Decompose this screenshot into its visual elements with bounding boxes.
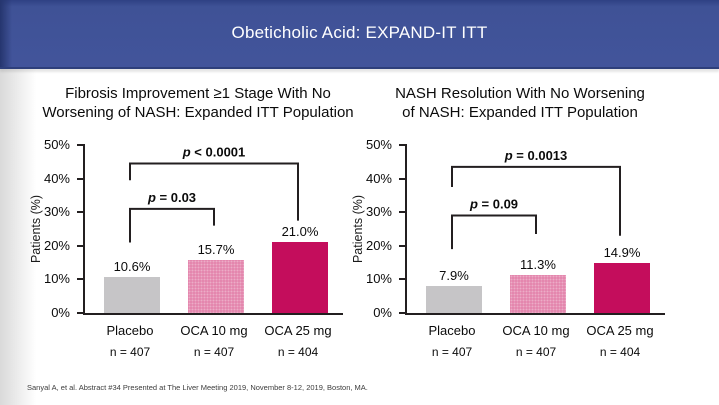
y-tick-mark <box>399 278 407 281</box>
p-value-label: p < 0.0001 <box>182 144 246 159</box>
y-tick-label: 30% <box>43 204 70 220</box>
x-category-label: Placebo <box>428 323 476 338</box>
citation-footnote: Sanyal A, et al. Abstract #34 Presented … <box>27 383 368 392</box>
chart-title-line-2: Worsening of NASH: Expanded ITT Populati… <box>42 104 354 121</box>
chart-title-line-1: Fibrosis Improvement ≥1 Stage With No <box>65 85 331 102</box>
y-tick-mark <box>77 211 85 214</box>
y-tick-label: 40% <box>365 170 392 186</box>
y-tick-mark <box>399 244 407 247</box>
chart-body: Patients (%) 0% 10% 20% 30% 40% 50% 10.6% 15.7… <box>28 138 368 363</box>
plot-area: 10.6% 15.7% 21.0% <box>77 144 343 315</box>
y-axis-ticks: 0% 10% 20% 30% 40% 50% <box>350 138 405 320</box>
title-banner: Obeticholic Acid: EXPAND-IT ITT <box>0 0 719 69</box>
y-tick-mark <box>77 144 85 146</box>
p-value-label: p = 0.03 <box>147 190 196 205</box>
bar-oca-25-mg <box>594 262 650 313</box>
fibrosis-improvement-chart: Fibrosis Improvement ≥1 Stage With No Wo… <box>28 84 368 363</box>
y-tick-label: 10% <box>365 271 392 287</box>
bar-value-label: 11.3% <box>520 257 556 273</box>
y-tick-mark <box>77 312 85 314</box>
y-tick-mark <box>399 312 407 314</box>
y-tick-label: 20% <box>43 237 70 253</box>
slide-title: Obeticholic Acid: EXPAND-IT ITT <box>231 23 488 42</box>
chart-body: Patients (%) 0% 10% 20% 30% 40% 50% 7.9% 11.3%… <box>350 138 690 363</box>
group-size-label: n = 404 <box>277 345 319 359</box>
bar-oca-10-mg <box>510 275 566 313</box>
group-size-label: n = 407 <box>515 345 557 359</box>
p-value-label: p = 0.09 <box>469 197 518 212</box>
bar-value-label: 10.6% <box>113 259 151 275</box>
chart-title: NASH Resolution With No Worsening of NAS… <box>350 84 690 122</box>
significance-brackets: p = 0.09 p = 0.0013 <box>451 148 621 250</box>
group-size-label: n = 407 <box>109 345 151 359</box>
y-tick-label: 10% <box>43 271 70 287</box>
y-tick-label: 50% <box>43 137 70 152</box>
significance-bracket <box>129 207 215 243</box>
y-tick-mark <box>77 177 85 180</box>
group-size-label: n = 404 <box>599 345 641 359</box>
y-tick-mark <box>77 278 85 281</box>
x-category-label: Placebo <box>106 323 154 338</box>
p-value-label: p = 0.0013 <box>504 148 568 163</box>
bar-placebo <box>426 286 482 313</box>
significance-bracket <box>129 162 299 221</box>
chart-title: Fibrosis Improvement ≥1 Stage With No Wo… <box>28 84 368 122</box>
bar-oca-25-mg <box>272 242 328 313</box>
bar-value-label: 21.0% <box>281 224 319 240</box>
x-category-label: OCA 25 mg <box>264 323 332 338</box>
y-tick-mark <box>399 177 407 180</box>
chart-title-line-2: of NASH: Expanded ITT Population <box>402 104 638 121</box>
x-category-label: OCA 25 mg <box>586 323 654 338</box>
nash-resolution-chart: NASH Resolution With No Worsening of NAS… <box>350 84 690 363</box>
y-tick-mark <box>399 144 407 146</box>
y-tick-label: 30% <box>365 204 392 220</box>
bar-value-label: 14.9% <box>603 244 641 260</box>
group-size-label: n = 407 <box>193 345 235 359</box>
x-category-label: OCA 10 mg <box>502 323 570 338</box>
y-tick-mark <box>399 211 407 214</box>
y-axis-ticks: 0% 10% 20% 30% 40% 50% <box>28 138 83 320</box>
y-tick-label: 20% <box>365 237 392 253</box>
bar-placebo <box>104 277 160 313</box>
plot-area: 7.9% 11.3% 14.9% <box>399 144 665 315</box>
bar-value-label: 7.9% <box>439 268 469 284</box>
y-tick-label: 0% <box>51 305 70 320</box>
significance-bracket <box>451 214 537 250</box>
bar-value-label: 15.7% <box>197 242 235 258</box>
y-tick-label: 40% <box>43 170 70 186</box>
significance-brackets: p = 0.03 p < 0.0001 <box>129 144 299 243</box>
y-tick-label: 0% <box>373 305 392 320</box>
y-tick-mark <box>77 244 85 247</box>
group-size-label: n = 407 <box>431 345 473 359</box>
bar-oca-10-mg <box>188 260 244 313</box>
significance-bracket <box>451 165 621 236</box>
y-tick-label: 50% <box>365 137 392 152</box>
chart-title-line-1: NASH Resolution With No Worsening <box>395 85 645 102</box>
x-category-label: OCA 10 mg <box>180 323 248 338</box>
